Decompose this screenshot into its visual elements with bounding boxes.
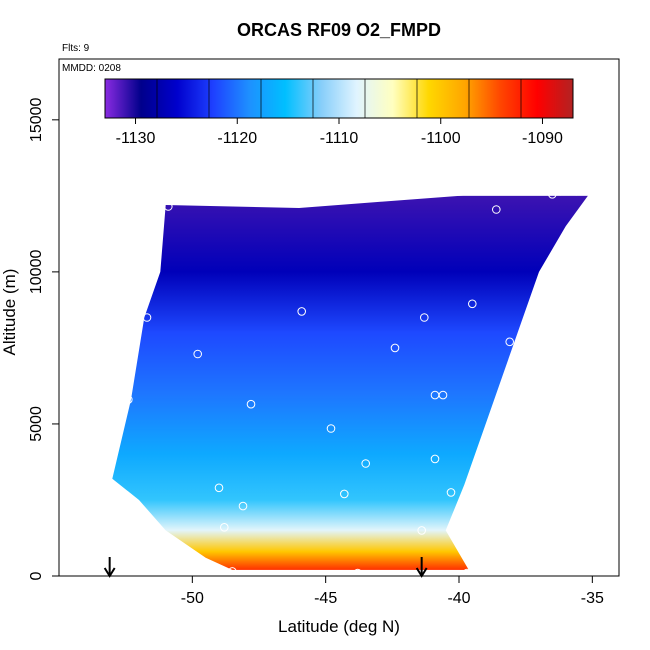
sample-point [220, 523, 229, 532]
y-axis-label: Altitude (m) [0, 269, 19, 356]
sample-point [585, 187, 595, 196]
x-axis-label: Latitude (deg N) [278, 617, 400, 636]
sample-point [446, 488, 456, 497]
y-tick-label: 0 [28, 571, 45, 580]
sample-point [572, 187, 581, 196]
sample-point [417, 526, 427, 535]
x-tick-label: -35 [581, 590, 604, 607]
sample-point [390, 343, 400, 353]
sample-point [340, 489, 349, 499]
colorbar-tick-label: -1100 [421, 130, 461, 147]
sample-point [430, 454, 440, 464]
sample-point [246, 399, 256, 409]
sample-point [361, 459, 371, 468]
sample-point [420, 313, 429, 322]
colorbar: -1130 -1120 -1110 -1100 -1090 [104, 78, 574, 147]
plot-frame [58, 58, 620, 577]
sample-point [193, 349, 202, 359]
sample-point [238, 501, 248, 511]
axes: -50 -45 -40 -35 0 5000 10000 15000 [28, 97, 604, 607]
x-tick-label: -50 [181, 590, 204, 607]
sample-point [548, 190, 557, 199]
x-tick-label: -45 [314, 590, 337, 607]
chart-title: ORCAS RF09 O2_FMPD [237, 20, 441, 40]
colorbar-gradient [105, 79, 573, 118]
sample-point [468, 299, 477, 309]
sample-point [489, 434, 499, 444]
colorbar-tick-label: -1120 [217, 130, 257, 147]
colorbar-tick-label: -1130 [116, 130, 156, 147]
sample-point [124, 395, 133, 404]
sample-point [326, 424, 336, 433]
y-tick-label: 10000 [28, 250, 45, 295]
sample-point [297, 307, 307, 316]
surface-arrow [103, 557, 116, 578]
colorbar-tick-label: -1090 [522, 130, 563, 147]
sample-point [505, 337, 515, 347]
flights-annotation: Flts: 9 [62, 43, 90, 54]
sample-point [142, 313, 152, 322]
sample-point [556, 187, 565, 196]
y-tick-label: 15000 [28, 97, 45, 142]
sample-point [492, 205, 501, 214]
sample-point [438, 390, 448, 400]
date-annotation: MMDD: 0208 [62, 63, 121, 74]
sample-point [214, 483, 224, 493]
colorbar-tick-label: -1110 [320, 130, 359, 147]
field-gradient [112, 195, 593, 570]
heatmap-field [112, 195, 593, 570]
x-tick-label: -40 [447, 590, 470, 607]
y-tick-label: 5000 [28, 406, 45, 442]
sample-point [462, 568, 472, 578]
sample-point [164, 202, 173, 211]
sample-points [124, 187, 595, 578]
sample-point [353, 568, 363, 578]
sample-point [228, 567, 237, 576]
